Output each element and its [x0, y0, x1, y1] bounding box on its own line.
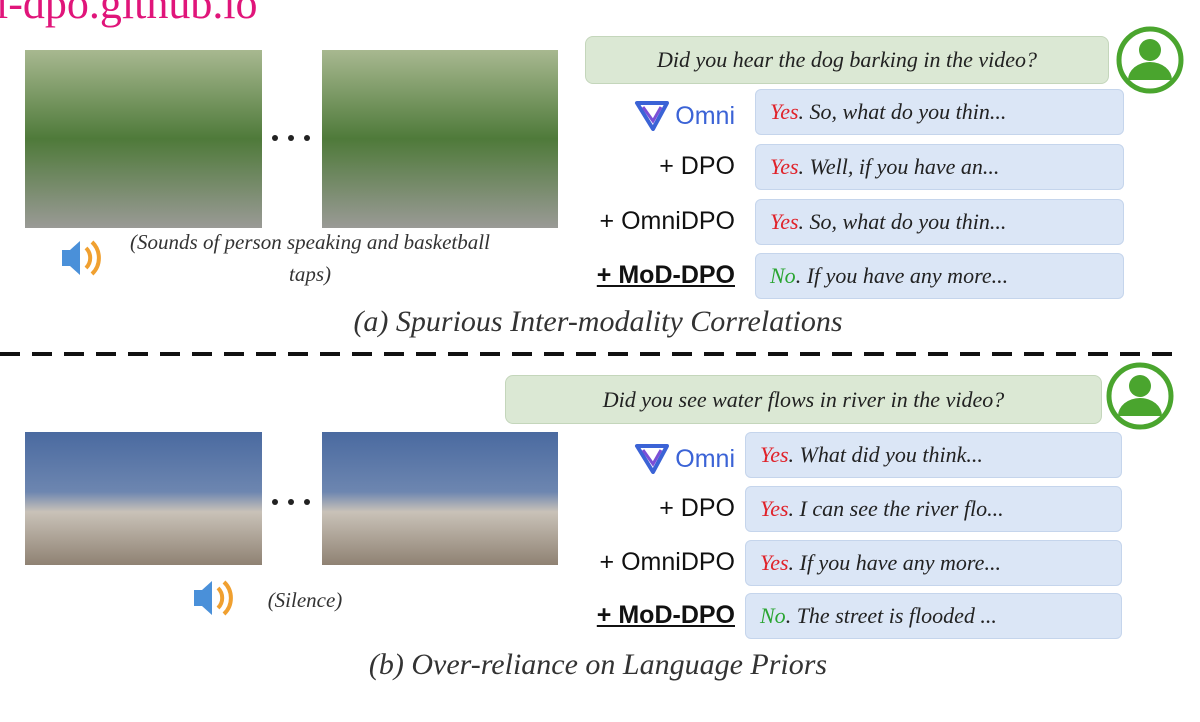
question: Did you hear the dog barking in the vide…	[585, 36, 1109, 84]
answer: No	[770, 263, 796, 288]
question: Did you see water flows in river in the …	[505, 375, 1102, 424]
response-text: . If you have any more...	[788, 550, 1001, 575]
answer: Yes	[760, 496, 789, 521]
omni-logo	[635, 444, 670, 474]
caption: (b) Over-reliance on Language Priors	[368, 648, 828, 681]
response-text: . If you have any more...	[795, 263, 1009, 288]
video-frame	[25, 50, 262, 228]
model-name: + OmniDPO	[599, 207, 735, 235]
response: Yes. I can see the river flo...	[745, 486, 1122, 532]
answer: Yes	[760, 442, 789, 467]
model-name: + DPO	[659, 494, 735, 522]
answer: No	[760, 603, 786, 628]
response-text: . So, what do you thin...	[798, 209, 1007, 234]
response-text: . I can see the river flo...	[788, 496, 1004, 521]
omni-logo	[635, 101, 670, 131]
model-label: + MoD-DPO	[535, 261, 735, 290]
response-text: . The street is flooded ...	[785, 603, 997, 628]
response: Yes. So, what do you thin...	[755, 89, 1124, 135]
audio-caption: (Sounds of person speaking and basketbal…	[130, 230, 490, 286]
model-name: + MoD-DPO	[596, 601, 735, 629]
response: Yes. What did you think...	[745, 432, 1122, 478]
response: No. The street is flooded ...	[745, 593, 1122, 639]
audio-caption: (Silence)	[267, 588, 343, 612]
model-name: Omni	[675, 445, 735, 473]
video-frame	[322, 432, 558, 565]
video-frame	[25, 432, 262, 565]
model-name: + OmniDPO	[599, 548, 735, 576]
response-text: . What did you think...	[788, 442, 983, 467]
response: Yes. Well, if you have an...	[755, 144, 1124, 190]
model-name: + MoD-DPO	[596, 261, 735, 289]
answer: Yes	[770, 154, 799, 179]
model-name: Omni	[675, 102, 735, 130]
speaker-icon	[194, 580, 233, 616]
answer: Yes	[760, 550, 789, 575]
answer: Yes	[770, 209, 799, 234]
model-label: + OmniDPO	[535, 548, 735, 577]
url: l-dpo.github.io	[0, 0, 258, 28]
response-text: . So, what do you thin...	[798, 99, 1007, 124]
model-label: Omni	[535, 97, 735, 131]
speaker-icon	[62, 240, 101, 276]
caption: (a) Spurious Inter-modality Correlations	[353, 305, 843, 338]
response-text: . Well, if you have an...	[798, 154, 1000, 179]
model-name: + DPO	[659, 152, 735, 180]
answer: Yes	[770, 99, 799, 124]
user-icon	[1106, 362, 1174, 430]
model-label: + MoD-DPO	[535, 601, 735, 630]
response: No. If you have any more...	[755, 253, 1124, 299]
model-label: Omni	[535, 440, 735, 474]
ellipsis	[272, 135, 310, 505]
model-label: + DPO	[535, 152, 735, 181]
user-icon	[1116, 26, 1184, 94]
model-label: + DPO	[535, 494, 735, 523]
response: Yes. So, what do you thin...	[755, 199, 1124, 245]
video-frame	[322, 50, 558, 228]
response: Yes. If you have any more...	[745, 540, 1122, 586]
model-label: + OmniDPO	[535, 207, 735, 236]
